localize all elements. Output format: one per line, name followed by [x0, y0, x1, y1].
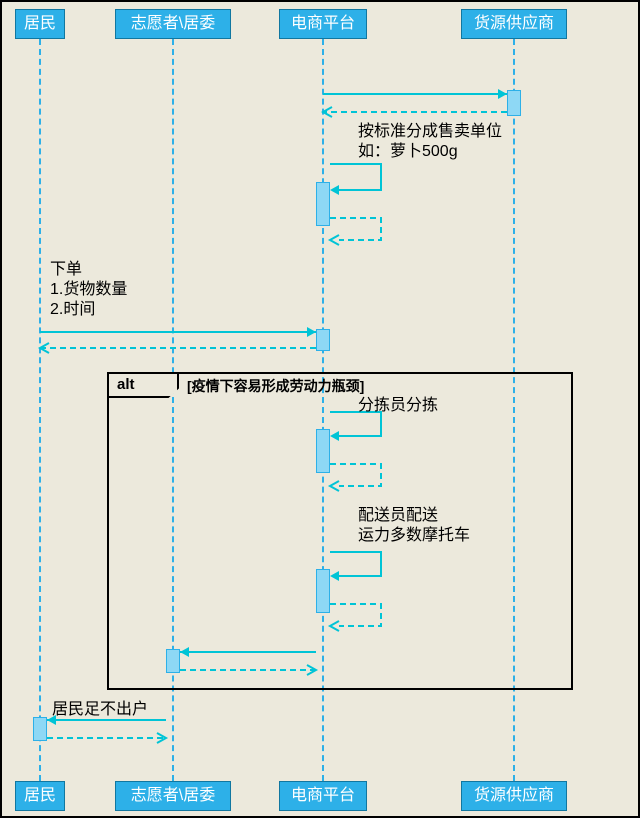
participant-resident-bottom: 居民 [15, 781, 65, 811]
participant-supplier-top: 货源供应商 [461, 9, 567, 39]
activation-0 [507, 90, 521, 116]
message-label-4: 居民足不出户 [52, 700, 148, 720]
participant-supplier-bottom: 货源供应商 [461, 781, 567, 811]
message-label-3: 配送员配送 运力多数摩托车 [358, 506, 470, 546]
activation-4 [316, 569, 330, 613]
activation-1 [316, 182, 330, 226]
alt-label: alt [109, 374, 179, 398]
alt-frame: alt [疫情下容易形成劳动力瓶颈] [107, 372, 573, 690]
sequence-diagram-canvas: 居民居民志愿者\居委志愿者\居委电商平台电商平台货源供应商货源供应商alt[疫情… [0, 0, 640, 818]
activation-5 [166, 649, 180, 673]
message-label-0: 按标准分成售卖单位 如：萝卜500g [358, 122, 502, 162]
activation-3 [316, 429, 330, 473]
lifeline-resident [39, 39, 41, 781]
participant-volunteer-top: 志愿者\居委 [115, 9, 231, 39]
participant-platform-top: 电商平台 [279, 9, 367, 39]
message-label-1: 下单 1.货物数量 2.时间 [50, 260, 127, 320]
activation-2 [316, 329, 330, 351]
participant-platform-bottom: 电商平台 [279, 781, 367, 811]
message-label-2: 分拣员分拣 [358, 396, 438, 416]
participant-resident-top: 居民 [15, 9, 65, 39]
activation-6 [33, 717, 47, 741]
participant-volunteer-bottom: 志愿者\居委 [115, 781, 231, 811]
alt-guard: [疫情下容易形成劳动力瓶颈] [187, 376, 364, 396]
